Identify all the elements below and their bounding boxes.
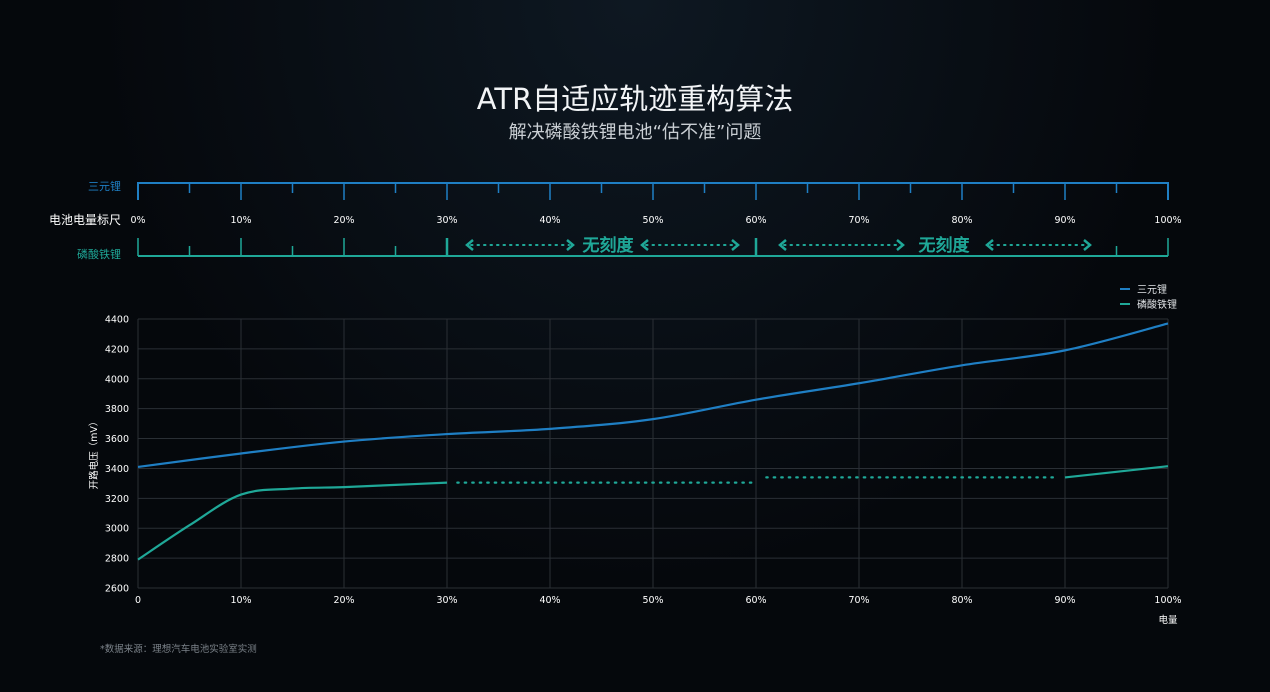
- ruler-tick-label: 50%: [642, 215, 663, 226]
- y-axis-label: 开路电压（mV）: [88, 417, 100, 490]
- y-tick-label: 2800: [105, 554, 129, 565]
- arrow-left-icon: [465, 239, 474, 251]
- y-tick-label: 3400: [105, 464, 129, 475]
- x-tick-label: 60%: [745, 595, 766, 606]
- arrow-right-icon: [566, 239, 575, 251]
- x-tick-label: 30%: [436, 595, 457, 606]
- arrow-left-icon: [985, 239, 994, 251]
- no-scale-label-2: 无刻度: [918, 235, 971, 256]
- ruler-tick-label: 0%: [130, 215, 145, 226]
- x-tick-label: 80%: [951, 595, 972, 606]
- y-tick-label: 3200: [105, 494, 129, 505]
- y-tick-label: 4000: [105, 374, 129, 385]
- ruler-tick-label: 100%: [1154, 215, 1181, 226]
- ruler-lfp-label: 磷酸铁锂: [77, 247, 121, 261]
- ruler-tick-label: 30%: [436, 215, 457, 226]
- x-tick-label: 10%: [230, 595, 251, 606]
- arrow-left-icon: [640, 239, 649, 251]
- page-subtitle: 解决磷酸铁锂电池“估不准”问题: [508, 122, 762, 143]
- arrow-right-icon: [1083, 239, 1092, 251]
- legend-lfp-label: 磷酸铁锂: [1137, 298, 1177, 311]
- arrow-right-icon: [731, 239, 740, 251]
- x-axis-label: 电量: [1158, 614, 1178, 626]
- arrow-right-icon: [896, 239, 905, 251]
- ruler-tick-label: 70%: [848, 215, 869, 226]
- ruler-tick-label: 10%: [230, 215, 251, 226]
- arrow-left-icon: [778, 239, 787, 251]
- series-lfp-line: [1064, 465, 1169, 479]
- ruler-tick-label: 90%: [1054, 215, 1075, 226]
- no-scale-label-1: 无刻度: [582, 235, 635, 256]
- ruler-tick-label: 80%: [951, 215, 972, 226]
- x-tick-label: 20%: [333, 595, 354, 606]
- series-lfp-line: [137, 481, 448, 561]
- x-tick-label: 40%: [539, 595, 560, 606]
- y-tick-label: 3800: [105, 404, 129, 415]
- series-ncm-line: [137, 322, 1169, 469]
- ruler-tick-label: 40%: [539, 215, 560, 226]
- x-tick-label: 70%: [848, 595, 869, 606]
- x-tick-label: 90%: [1054, 595, 1075, 606]
- y-tick-label: 4200: [105, 344, 129, 355]
- y-tick-label: 2600: [105, 584, 129, 595]
- y-tick-label: 3600: [105, 434, 129, 445]
- x-tick-label: 50%: [642, 595, 663, 606]
- page-title: ATR自适应轨迹重构算法: [476, 82, 794, 116]
- ruler-label: 电池电量标尺: [49, 213, 121, 227]
- legend-ncm-label: 三元锂: [1137, 284, 1167, 296]
- x-tick-label: 0: [135, 595, 141, 606]
- x-tick-label: 100%: [1154, 595, 1181, 606]
- ruler-ncm-label: 三元锂: [88, 179, 121, 193]
- footnote: *数据来源：理想汽车电池实验室实测: [100, 644, 257, 655]
- ruler-tick-label: 60%: [745, 215, 766, 226]
- y-tick-label: 4400: [105, 315, 129, 326]
- y-tick-label: 3000: [105, 524, 129, 535]
- ruler-tick-label: 20%: [333, 215, 354, 226]
